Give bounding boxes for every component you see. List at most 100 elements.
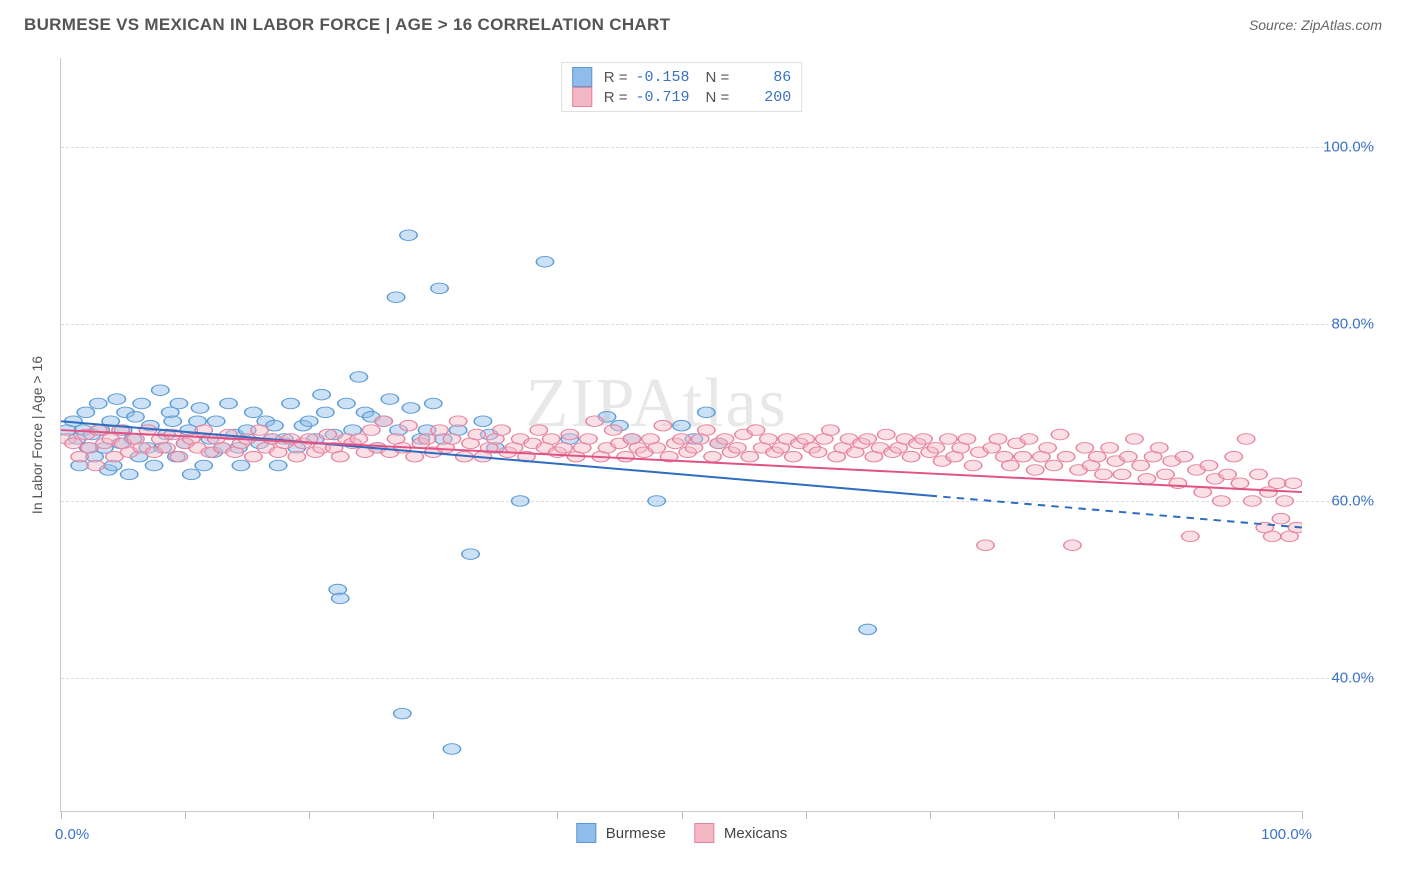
scatter-svg (61, 58, 1302, 811)
data-point (1157, 469, 1174, 480)
chart-title: BURMESE VS MEXICAN IN LABOR FORCE | AGE … (24, 15, 670, 35)
x-tick (930, 811, 931, 819)
data-point (493, 425, 510, 436)
data-point (207, 416, 224, 427)
data-point (989, 434, 1006, 445)
data-point (375, 416, 392, 427)
data-point (1231, 478, 1248, 489)
data-point (716, 434, 733, 445)
legend-item: Mexicans (694, 823, 787, 843)
x-tick (806, 811, 807, 819)
y-axis-title: In Labor Force | Age > 16 (29, 355, 45, 513)
stats-row: R =-0.158N =86 (572, 67, 792, 87)
legend-item: Burmese (576, 823, 666, 843)
series-swatch (572, 87, 592, 107)
series-swatch (572, 67, 592, 87)
series-legend: Burmese Mexicans (576, 823, 787, 843)
legend-label: Burmese (606, 825, 666, 842)
data-point (468, 429, 485, 440)
stats-row: R =-0.719N =200 (572, 87, 792, 107)
data-point (605, 425, 622, 436)
data-point (191, 403, 208, 414)
data-point (1120, 451, 1137, 462)
x-axis-max-label: 100.0% (1261, 826, 1312, 843)
data-point (232, 460, 249, 471)
data-point (338, 398, 355, 409)
data-point (1268, 478, 1285, 489)
data-point (170, 398, 187, 409)
data-point (332, 593, 349, 604)
x-tick (309, 811, 310, 819)
data-point (301, 416, 318, 427)
data-point (940, 434, 957, 445)
data-point (1039, 443, 1056, 454)
data-point (402, 403, 419, 414)
data-point (158, 443, 175, 454)
data-point (958, 434, 975, 445)
data-point (1089, 451, 1106, 462)
data-point (878, 429, 895, 440)
data-point (87, 460, 104, 471)
data-point (915, 434, 932, 445)
data-point (977, 540, 994, 551)
x-tick (557, 811, 558, 819)
data-point (431, 283, 448, 294)
data-point (108, 394, 125, 405)
data-point (809, 447, 826, 458)
legend-label: Mexicans (724, 825, 787, 842)
series-swatch (694, 823, 714, 843)
data-point (90, 398, 107, 409)
data-point (586, 416, 603, 427)
data-point (90, 425, 107, 436)
data-point (1272, 513, 1289, 524)
data-point (964, 460, 981, 471)
data-point (183, 469, 200, 480)
data-point (1264, 531, 1281, 542)
data-point (1014, 451, 1031, 462)
data-point (350, 372, 367, 383)
data-point (1225, 451, 1242, 462)
data-point (555, 443, 572, 454)
data-point (1020, 434, 1037, 445)
series-swatch (576, 823, 596, 843)
data-point (65, 438, 82, 449)
data-point (698, 407, 715, 418)
x-tick (433, 811, 434, 819)
n-value: 86 (737, 69, 791, 86)
data-point (1026, 465, 1043, 476)
y-tick-label: 100.0% (1310, 138, 1374, 155)
data-point (462, 549, 479, 560)
data-point (170, 451, 187, 462)
y-tick-label: 80.0% (1310, 315, 1374, 332)
data-point (245, 451, 262, 462)
y-tick-label: 40.0% (1310, 670, 1374, 687)
data-point (195, 460, 212, 471)
x-tick (1054, 811, 1055, 819)
data-point (164, 416, 181, 427)
data-point (394, 708, 411, 719)
r-value: -0.719 (635, 89, 689, 106)
data-point (77, 407, 94, 418)
data-point (319, 429, 336, 440)
data-point (648, 443, 665, 454)
x-tick (1302, 811, 1303, 819)
data-point (1058, 451, 1075, 462)
data-point (561, 429, 578, 440)
data-point (927, 443, 944, 454)
data-point (431, 425, 448, 436)
data-point (654, 420, 671, 431)
correlation-stats-box: R =-0.158N =86R =-0.719N =200 (561, 62, 803, 112)
y-tick-label: 60.0% (1310, 492, 1374, 509)
x-tick (1178, 811, 1179, 819)
data-point (747, 425, 764, 436)
data-point (332, 451, 349, 462)
data-point (363, 425, 380, 436)
data-point (1045, 460, 1062, 471)
data-point (1132, 460, 1149, 471)
data-point (580, 434, 597, 445)
data-point (511, 496, 528, 507)
data-point (269, 460, 286, 471)
data-point (760, 434, 777, 445)
data-point (1182, 531, 1199, 542)
data-point (1138, 474, 1155, 485)
